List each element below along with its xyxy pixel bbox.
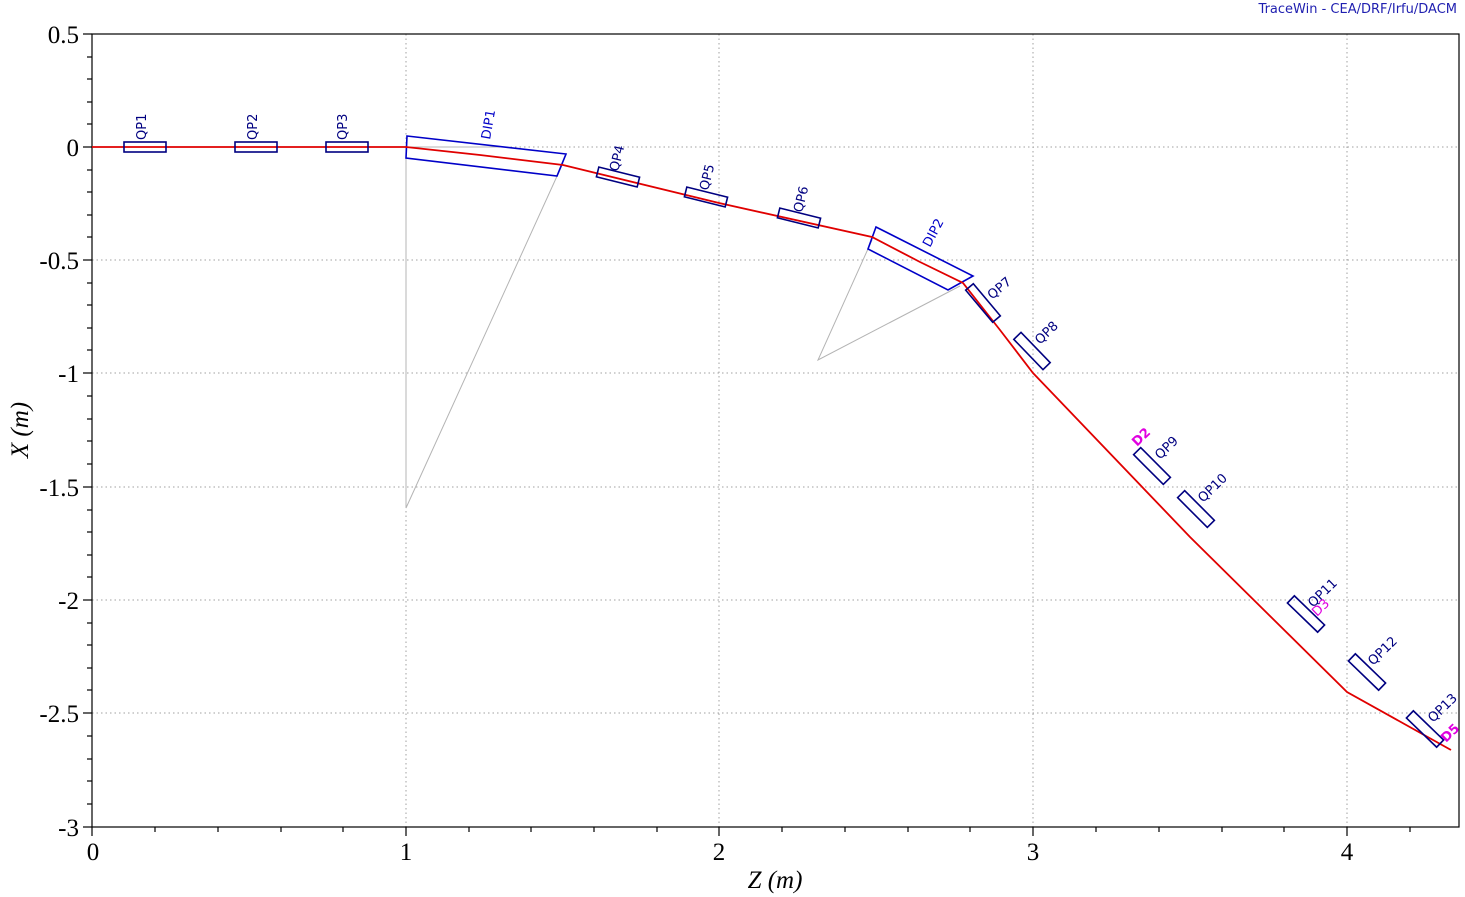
grid bbox=[92, 33, 1459, 827]
quad-qp2 bbox=[234, 141, 278, 153]
y-axis bbox=[83, 33, 92, 828]
quad-qp1 bbox=[123, 141, 167, 153]
label-dip1: DIP1 bbox=[479, 109, 499, 141]
y-axis-title: X (m) bbox=[7, 402, 34, 459]
quad-qp7 bbox=[964, 282, 1002, 324]
x-tick-labels: 0 1 2 3 4 bbox=[87, 839, 1354, 866]
element-labels: QP1 QP2 QP3 DIP1 QP4 QP5 QP6 DIP2 QP7 QP… bbox=[135, 109, 1463, 746]
x-tick-label: 4 bbox=[1341, 839, 1354, 866]
y-tick-label: -3 bbox=[58, 815, 79, 842]
label-qp10: QP10 bbox=[1195, 471, 1230, 506]
y-tick-label: -2 bbox=[58, 588, 79, 615]
label-qp13: QP13 bbox=[1425, 691, 1460, 726]
dipole-dip1 bbox=[405, 135, 568, 177]
label-qp2: QP2 bbox=[246, 114, 261, 140]
label-qp3: QP3 bbox=[336, 114, 351, 140]
label-d2: D2 bbox=[1129, 425, 1154, 450]
label-dip2: DIP2 bbox=[920, 216, 947, 250]
x-tick-label: 2 bbox=[713, 839, 726, 866]
quad-qp11 bbox=[1286, 594, 1326, 634]
quadrupoles bbox=[123, 141, 1445, 749]
quad-qp13 bbox=[1405, 709, 1445, 749]
label-qp12: QP12 bbox=[1365, 634, 1400, 669]
y-tick-label: -2.5 bbox=[39, 701, 79, 728]
quad-qp4 bbox=[595, 166, 641, 188]
x-axis bbox=[91, 827, 1411, 836]
tracewin-credit: TraceWin - CEA/DRF/Irfu/DACM bbox=[1258, 2, 1457, 17]
beam-trajectory bbox=[92, 146, 1452, 751]
quad-qp9 bbox=[1132, 446, 1172, 486]
x-axis-title: Z (m) bbox=[748, 867, 803, 894]
dipole-dip2 bbox=[867, 225, 975, 291]
x-tick-label: 1 bbox=[400, 839, 413, 866]
y-tick-label: 0 bbox=[67, 135, 80, 162]
quad-qp8 bbox=[1012, 331, 1052, 371]
label-qp7: QP7 bbox=[985, 275, 1015, 303]
y-tick-label: 0.5 bbox=[48, 22, 79, 49]
quad-qp5 bbox=[683, 186, 729, 208]
quad-qp10 bbox=[1176, 489, 1216, 529]
y-tick-label: -1.5 bbox=[39, 475, 79, 502]
quad-qp6 bbox=[776, 207, 822, 229]
quad-qp3 bbox=[325, 141, 369, 153]
x-tick-label: 0 bbox=[87, 839, 100, 866]
plot-frame bbox=[91, 33, 1460, 828]
y-tick-label: -0.5 bbox=[39, 248, 79, 275]
label-qp1: QP1 bbox=[135, 114, 150, 140]
label-qp5: QP5 bbox=[697, 163, 718, 192]
dipoles bbox=[405, 135, 975, 291]
label-qp9: QP9 bbox=[1152, 434, 1181, 463]
label-qp8: QP8 bbox=[1032, 319, 1061, 348]
x-tick-label: 3 bbox=[1027, 839, 1040, 866]
y-tick-label: -1 bbox=[58, 361, 79, 388]
dipole-construction-lines bbox=[405, 146, 961, 509]
y-tick-labels: 0.5 0 -0.5 -1 -1.5 -2 -2.5 -3 bbox=[39, 22, 79, 842]
quad-qp12 bbox=[1347, 652, 1387, 692]
label-qp4: QP4 bbox=[607, 144, 628, 173]
label-qp6: QP6 bbox=[791, 185, 812, 214]
